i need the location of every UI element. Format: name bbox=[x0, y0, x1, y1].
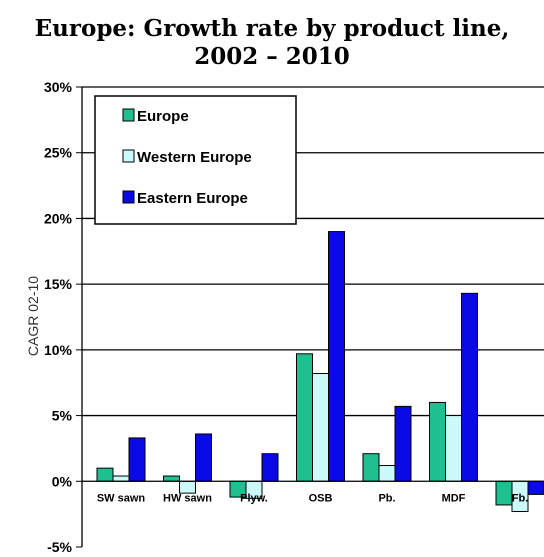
bar bbox=[429, 401, 446, 482]
y-tick-label: -5% bbox=[47, 539, 72, 555]
x-tick-label: MDF bbox=[442, 492, 466, 504]
bar bbox=[461, 292, 478, 482]
bar bbox=[328, 231, 345, 482]
bar bbox=[495, 480, 513, 506]
bar bbox=[96, 467, 114, 482]
legend-label: Eastern Europe bbox=[137, 190, 248, 207]
bar bbox=[296, 353, 313, 482]
chart-title-line-1: Europe: Growth rate by product line, bbox=[34, 15, 510, 42]
y-axis-label: CAGR 02-10 bbox=[25, 276, 41, 356]
bar bbox=[378, 465, 396, 482]
bar bbox=[527, 480, 544, 495]
legend: Europe Western Europe Eastern Europe bbox=[94, 95, 297, 225]
y-tick-label: 25% bbox=[44, 145, 73, 161]
chart-title-line-2: 2002 – 2010 bbox=[194, 43, 350, 70]
y-tick-label: 30% bbox=[44, 79, 73, 95]
x-tick-label: Plyw. bbox=[240, 492, 268, 504]
legend-swatch bbox=[122, 149, 135, 163]
bar bbox=[445, 415, 462, 482]
x-tick-label: Pb. bbox=[378, 492, 395, 504]
y-tick-label: 5% bbox=[52, 408, 73, 424]
bar bbox=[112, 475, 130, 482]
bar bbox=[362, 453, 380, 482]
bar bbox=[261, 453, 279, 482]
y-tick-label: 20% bbox=[44, 210, 73, 226]
legend-label: Western Europe bbox=[137, 149, 252, 166]
x-tick-label: Fb. bbox=[512, 492, 529, 504]
x-tick-label: OSB bbox=[309, 492, 333, 504]
y-tick-label: 10% bbox=[44, 342, 73, 358]
y-tick-label: 15% bbox=[44, 276, 73, 292]
x-tick-label: SW sawn bbox=[97, 492, 146, 504]
bar bbox=[195, 433, 212, 482]
legend-label: Europe bbox=[137, 108, 189, 125]
x-tick-label: HW sawn bbox=[163, 492, 212, 504]
bar bbox=[394, 405, 412, 482]
y-tick-label: 0% bbox=[52, 473, 73, 489]
bar bbox=[312, 373, 329, 482]
bar bbox=[128, 437, 146, 482]
bar bbox=[163, 475, 180, 482]
legend-swatch bbox=[122, 190, 135, 204]
legend-swatch bbox=[122, 108, 135, 122]
